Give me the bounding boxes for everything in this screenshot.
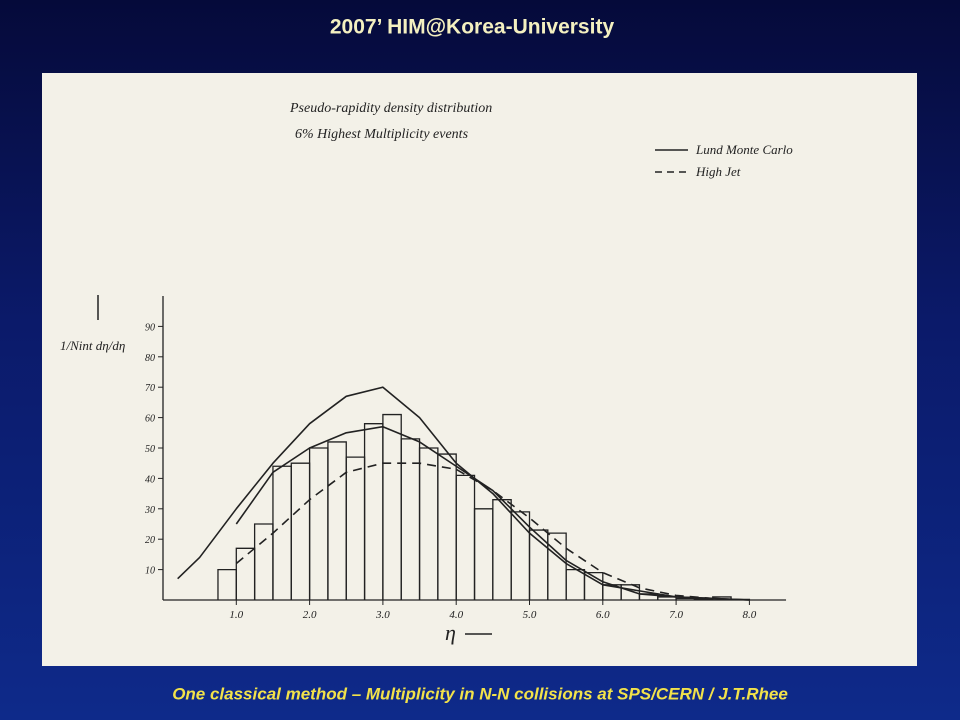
chart-title: Pseudo-rapidity density distribution xyxy=(289,101,492,116)
histogram-step xyxy=(620,584,641,600)
y-tick-label: 50 xyxy=(145,444,155,455)
legend-label: High Jet xyxy=(695,164,741,179)
series-line xyxy=(177,386,750,601)
y-axis-label: 1/Nint dη/dη xyxy=(60,338,125,353)
y-tick-label: 90 xyxy=(145,322,155,333)
x-tick-label: 8.0 xyxy=(743,609,757,621)
x-tick-label: 5.0 xyxy=(523,609,537,621)
y-tick-label: 80 xyxy=(145,353,155,364)
y-tick-label: 40 xyxy=(145,474,155,485)
slide-caption: One classical method – Multiplicity in N… xyxy=(172,684,788,703)
chart-subtitle: 6% Highest Multiplicity events xyxy=(295,127,469,142)
x-axis-label: η xyxy=(445,620,456,645)
y-tick-label: 20 xyxy=(145,535,155,546)
x-tick-label: 6.0 xyxy=(596,609,610,621)
x-tick-label: 3.0 xyxy=(375,609,390,621)
x-tick-label: 4.0 xyxy=(449,609,463,621)
x-tick-label: 7.0 xyxy=(669,609,683,621)
chart: 1.0 2.0 3.0 4.0 5.0 6.0 7.0 8.0 10 20 30 40 50 60 70 80… xyxy=(60,101,793,645)
x-tick-label: 1.0 xyxy=(229,609,243,621)
histogram-step xyxy=(547,532,567,600)
series-line xyxy=(235,462,713,600)
legend-label: Lund Monte Carlo xyxy=(695,142,793,157)
y-tick-label: 60 xyxy=(145,414,155,425)
y-tick-label: 70 xyxy=(145,383,155,394)
y-tick-label: 30 xyxy=(144,505,155,516)
slide-title: 2007’ HIM@Korea-University xyxy=(330,16,615,39)
scanned-paper xyxy=(42,73,917,666)
series-line xyxy=(235,425,750,601)
x-tick-label: 2.0 xyxy=(303,609,317,621)
y-tick-label: 10 xyxy=(145,566,155,577)
